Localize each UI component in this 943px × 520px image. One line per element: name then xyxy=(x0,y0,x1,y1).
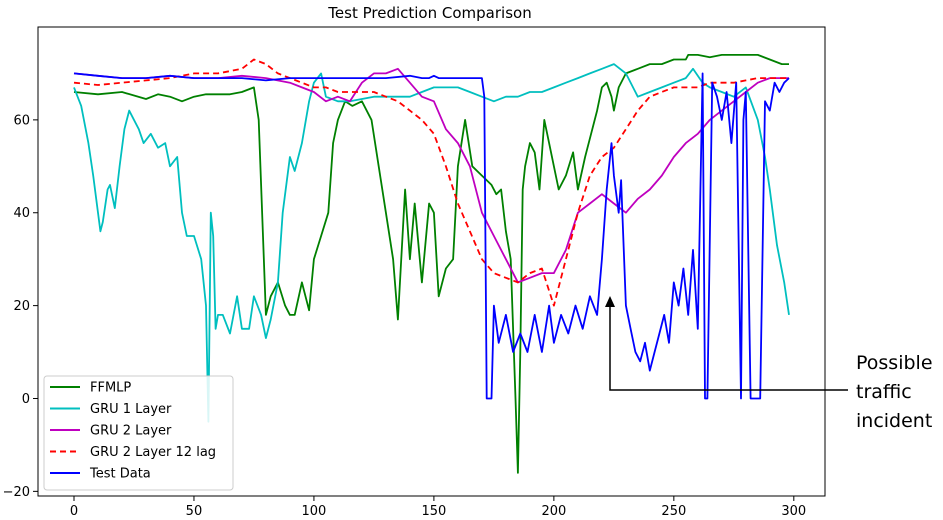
x-axis: 0 50 100 150 200 250 300 xyxy=(70,496,806,519)
y-tick-label: −20 xyxy=(3,485,30,500)
series-line-3 xyxy=(73,67,789,284)
x-tick-label: 300 xyxy=(781,504,806,519)
y-tick-label: 60 xyxy=(13,113,30,128)
annotation-line-2: traffic xyxy=(856,381,912,403)
x-tick-label: 200 xyxy=(541,504,566,519)
legend-entries: FFMLP GRU 1 Layer GRU 2 Layer GRU 2 Layer 1… xyxy=(50,381,216,482)
x-tick-label: 0 xyxy=(70,504,78,519)
incident-annotation: Possible traffic incident xyxy=(605,296,933,432)
series-line-5 xyxy=(73,72,790,400)
annotation-line-3: incident xyxy=(856,410,932,432)
plot-frame xyxy=(37,26,826,497)
legend-label-1: FFMLP xyxy=(90,381,131,396)
y-axis: −20 0 20 40 60 xyxy=(3,113,38,500)
x-tick-label: 250 xyxy=(661,504,686,519)
annotation-arrow-line xyxy=(609,305,848,391)
series-line-1 xyxy=(73,54,789,474)
x-tick-label: 100 xyxy=(302,504,327,519)
x-tick-label: 50 xyxy=(186,504,203,519)
legend-label-4: GRU 2 Layer 12 lag xyxy=(90,445,216,460)
series-layer xyxy=(73,54,790,474)
annotation-arrow-head xyxy=(605,296,615,307)
series-line-2 xyxy=(73,63,790,423)
chart-title: Test Prediction Comparison xyxy=(327,4,531,22)
series-line-4 xyxy=(73,58,789,307)
legend-label-3: GRU 2 Layer xyxy=(90,424,172,439)
y-tick-label: 20 xyxy=(13,299,30,314)
legend-label-5: Test Data xyxy=(89,467,151,482)
legend-box xyxy=(43,375,234,491)
y-tick-label: 40 xyxy=(13,206,30,221)
annotation-line-1: Possible xyxy=(856,352,933,374)
legend-label-2: GRU 1 Layer xyxy=(90,402,172,417)
x-tick-label: 150 xyxy=(421,504,446,519)
y-tick-label: 0 xyxy=(22,392,30,407)
legend: FFMLP GRU 1 Layer GRU 2 Layer GRU 2 Layer 1… xyxy=(43,375,234,491)
